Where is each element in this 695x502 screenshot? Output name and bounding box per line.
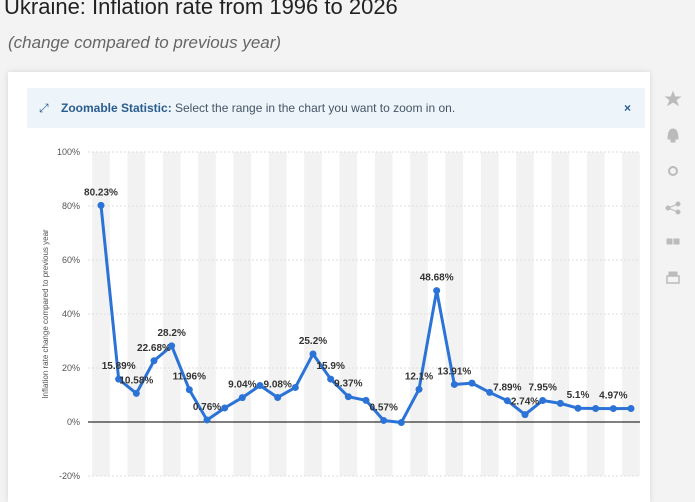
card [8,72,650,502]
value-label: 7.89% [493,383,521,394]
cite-icon[interactable] [666,238,680,245]
point [574,404,582,412]
print-icon[interactable] [666,271,680,284]
point [185,386,193,394]
stripe [198,152,216,476]
stripe [445,152,464,476]
share-icon[interactable] [665,201,681,215]
value-label: 0.57% [369,402,397,413]
value-label: 9.08% [263,379,291,390]
value-label: 9.04% [228,380,256,391]
point [115,375,123,383]
point [97,201,105,209]
value-label: 7.95% [528,383,556,394]
point [397,419,405,427]
point [203,416,211,424]
subtitle: (change compared to previous year) [8,33,282,52]
point [327,375,335,383]
value-label: 12.1% [405,371,433,382]
value-label: 15.89% [102,361,136,372]
zoom-banner: ⤢ Zoomable Statistic: Select the range i… [27,88,645,128]
banner-text: Select the range in the chart you want t… [175,101,456,115]
point [132,389,140,397]
y-tick-label: 60% [62,255,80,265]
value-label: 28.2% [157,328,185,339]
stripe [162,152,181,476]
chart: -20% 0% 20% 40% 60% 80% 100% Inflation rate cha… [41,147,640,490]
point [433,287,441,295]
point [291,383,299,391]
y-tick-label: 0% [67,417,80,427]
stripe [622,152,640,476]
point [238,394,246,402]
point [150,357,158,365]
stripe [586,152,605,476]
point [468,379,476,387]
banner-title: Zoomable Statistic: [61,101,172,115]
stripe [374,152,393,476]
value-label: 0.76% [193,402,221,413]
point [539,397,547,405]
y-tick-label: -20% [59,471,80,481]
close-button[interactable]: × [623,101,631,115]
point [592,405,600,412]
value-label: 5.1% [567,390,590,401]
point [486,388,494,396]
point [221,404,229,412]
y-tick-label: 40% [62,309,80,319]
point [521,411,529,419]
value-label: 11.96% [173,372,206,383]
zoom-icon: ⤢ [39,101,49,115]
value-label: 80.23% [84,187,118,198]
y-tick-label: 20% [62,363,80,373]
sidebar [664,90,682,284]
value-label: 48.68% [420,273,454,284]
point [609,405,617,413]
value-label: 15.9% [316,361,344,372]
point [556,399,564,407]
point [344,393,352,401]
point [503,397,511,405]
point [274,393,282,401]
y-tick-label: 80% [62,201,80,211]
point [309,350,317,358]
value-label: 9.37% [334,379,362,390]
star-icon[interactable] [664,90,682,107]
page: Ukraine: Inflation rate from 1996 to 202… [4,0,682,502]
y-axis-label: Inflation rate change compared to previo… [41,229,50,399]
value-label: 13.91% [437,366,471,377]
point [380,416,388,424]
point [168,342,176,350]
point [450,380,458,388]
point [627,405,635,412]
y-tick-label: 100% [57,147,80,157]
settings-icon[interactable] [668,166,678,176]
value-label: 10.58% [119,375,153,386]
point [362,396,370,404]
value-label: 4.97% [599,391,627,402]
point [256,382,264,390]
title: Ukraine: Inflation rate from 1996 to 202… [4,0,398,19]
value-label: 2.74% [511,397,539,408]
bell-icon[interactable] [667,128,679,143]
value-label: 25.2% [299,336,327,347]
value-label: 22.68% [137,343,171,354]
point [415,385,423,393]
